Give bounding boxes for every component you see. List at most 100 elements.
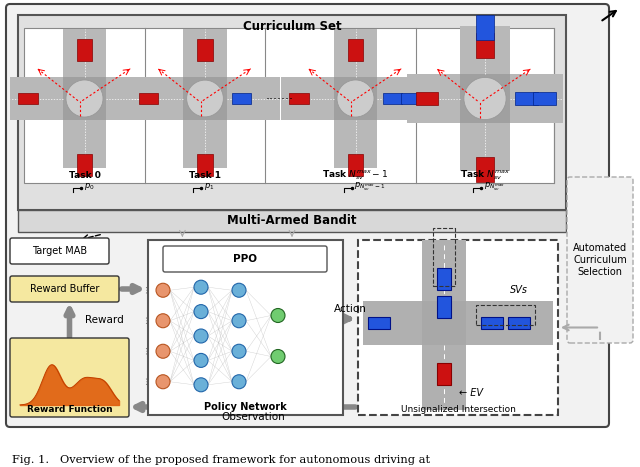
Circle shape [156, 283, 170, 297]
Bar [415, 92, 438, 106]
Text: $p_{N_{sv}^{max}-1}$: $p_{N_{sv}^{max}-1}$ [355, 181, 386, 193]
Bar [460, 123, 510, 171]
Bar [63, 29, 106, 77]
Text: ← EV: ← EV [459, 388, 483, 398]
Bar [131, 77, 184, 120]
Circle shape [271, 349, 285, 363]
Bar [460, 26, 510, 74]
Circle shape [156, 344, 170, 358]
Bar [476, 15, 493, 40]
Bar [533, 92, 556, 106]
Bar [10, 77, 63, 120]
Bar [481, 317, 503, 328]
Bar [18, 15, 566, 210]
Circle shape [187, 80, 223, 117]
FancyBboxPatch shape [10, 338, 129, 417]
Bar [358, 240, 558, 415]
Text: SVs: SVs [510, 285, 528, 295]
Circle shape [194, 329, 208, 343]
Circle shape [337, 80, 374, 117]
Bar [437, 363, 451, 385]
Bar [422, 300, 466, 345]
Bar [77, 39, 92, 61]
FancyBboxPatch shape [163, 246, 327, 272]
Bar [476, 33, 493, 58]
Bar [368, 317, 390, 328]
Text: Automated
Curriculum
Selection: Automated Curriculum Selection [573, 243, 627, 276]
Text: Observation: Observation [221, 412, 285, 422]
Bar [515, 92, 538, 106]
Bar [401, 92, 420, 105]
Text: Reward: Reward [84, 315, 124, 325]
Bar [63, 120, 106, 168]
Bar [333, 29, 378, 77]
Text: Reward Buffer: Reward Buffer [30, 284, 99, 294]
Circle shape [194, 354, 208, 368]
FancyBboxPatch shape [567, 177, 633, 343]
Bar [280, 77, 333, 120]
Circle shape [232, 314, 246, 328]
Circle shape [232, 344, 246, 358]
FancyBboxPatch shape [10, 276, 119, 302]
Bar [378, 77, 431, 120]
Bar [508, 317, 530, 328]
Bar [363, 300, 553, 345]
Bar [184, 77, 227, 120]
Bar [63, 77, 106, 120]
Bar [184, 29, 227, 77]
Bar [333, 120, 378, 168]
FancyBboxPatch shape [10, 238, 109, 264]
Circle shape [271, 309, 285, 323]
Text: Task $N_{sv}^{max}$: Task $N_{sv}^{max}$ [460, 168, 510, 182]
Circle shape [232, 283, 246, 297]
Bar [476, 157, 493, 182]
Circle shape [232, 375, 246, 389]
Bar [437, 296, 451, 318]
Bar [407, 74, 460, 123]
Bar [232, 92, 252, 105]
Bar [197, 154, 212, 176]
Bar [437, 268, 451, 290]
Circle shape [66, 80, 103, 117]
FancyBboxPatch shape [6, 4, 609, 427]
Bar [184, 120, 227, 168]
Bar [18, 210, 566, 232]
Bar [148, 240, 343, 415]
Bar [227, 77, 280, 120]
Bar [348, 154, 363, 176]
Text: $p_1$: $p_1$ [204, 182, 214, 192]
Text: Task 1: Task 1 [189, 170, 221, 179]
Bar [289, 92, 308, 105]
Bar [422, 240, 466, 410]
Text: Unsignalized Intersection: Unsignalized Intersection [401, 404, 515, 413]
Bar [510, 74, 563, 123]
Text: Curriculum Set: Curriculum Set [243, 21, 341, 34]
Text: $p_0$: $p_0$ [83, 182, 94, 192]
Text: Action: Action [334, 304, 367, 314]
Bar [460, 74, 510, 123]
Text: Task $N_{sv}^{max}-1$: Task $N_{sv}^{max}-1$ [323, 168, 388, 182]
Circle shape [156, 375, 170, 389]
Text: Target MAB: Target MAB [32, 246, 87, 256]
Text: Multi-Armed Bandit: Multi-Armed Bandit [227, 214, 356, 227]
Circle shape [194, 280, 208, 294]
Text: Reward Function: Reward Function [27, 405, 112, 415]
Text: PPO: PPO [233, 254, 257, 264]
Bar [333, 77, 378, 120]
Bar [139, 92, 158, 105]
Circle shape [464, 78, 506, 120]
Text: Fig. 1.   Overview of the proposed framework for autonomous driving at: Fig. 1. Overview of the proposed framewo… [12, 455, 430, 465]
Circle shape [194, 304, 208, 318]
Bar [348, 39, 363, 61]
Text: .......: ....... [266, 89, 294, 102]
Bar [197, 39, 212, 61]
Bar [476, 304, 535, 325]
Text: Task 0: Task 0 [68, 170, 100, 179]
Circle shape [194, 378, 208, 392]
Text: $p_{N_{sv}^{max}}$: $p_{N_{sv}^{max}}$ [484, 181, 505, 193]
Bar [77, 154, 92, 176]
Circle shape [156, 314, 170, 328]
Bar [18, 92, 38, 105]
Bar [24, 28, 554, 183]
Bar [106, 77, 159, 120]
